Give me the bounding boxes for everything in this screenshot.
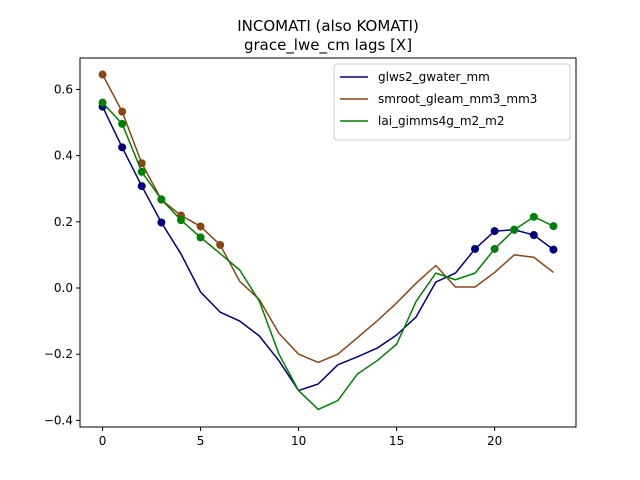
series-1-point [529, 231, 538, 240]
legend-box [333, 63, 571, 141]
y-tick-label: −0.2 [44, 347, 73, 361]
series-3-point [118, 119, 127, 128]
series-2-point [216, 240, 225, 249]
legend-label-3: lai_gimms4g_m2_m2 [378, 114, 505, 128]
series-3-point [510, 225, 519, 234]
series-3-point [549, 222, 558, 231]
series-3-point [98, 98, 107, 107]
plot-frame [79, 57, 577, 428]
y-tick-label: 0.2 [54, 215, 73, 229]
x-tick-label: 20 [487, 434, 502, 448]
series-3-point [137, 167, 146, 176]
y-tick-label: 0.0 [54, 281, 73, 295]
y-tick-label: 0.4 [54, 149, 73, 163]
x-axis: 0 5 10 15 20 [99, 427, 502, 448]
series-3-point [196, 233, 205, 242]
series-1-point [137, 182, 146, 191]
series-3-point [490, 244, 499, 253]
chart-title: INCOMATI (also KOMATI) [237, 17, 419, 35]
y-tick-label: 0.6 [54, 82, 73, 96]
series-3-point [176, 216, 185, 225]
series-line-1 [101, 106, 554, 392]
y-tick-label: −0.4 [44, 413, 73, 427]
series-2-point [98, 70, 107, 79]
series-line-2 [101, 74, 554, 364]
series-1-point [118, 143, 127, 152]
series-1-point [471, 244, 480, 253]
x-tick-label: 5 [197, 434, 205, 448]
legend-label-2: smroot_gleam_mm3_mm3 [378, 92, 537, 106]
x-tick-label: 0 [99, 434, 107, 448]
x-tick-label: 10 [291, 434, 306, 448]
series-2-point [196, 222, 205, 231]
chart-subtitle: grace_lwe_cm lags [X] [244, 36, 412, 55]
series-1-point [549, 245, 558, 254]
legend-label-1: glws2_gwater_mm [378, 70, 490, 84]
plot-area [98, 70, 558, 411]
y-axis: −0.4 −0.2 0.0 0.2 0.4 0.6 [44, 82, 80, 427]
series-2-point [118, 107, 127, 116]
series-1-point [157, 218, 166, 227]
legend: glws2_gwater_mm smroot_gleam_mm3_mm3 lai_g… [333, 63, 571, 141]
series-3-point [157, 195, 166, 204]
series-3-point [529, 212, 538, 221]
x-tick-label: 15 [389, 434, 404, 448]
series-1-point [490, 227, 499, 236]
series-line-3 [101, 102, 554, 411]
